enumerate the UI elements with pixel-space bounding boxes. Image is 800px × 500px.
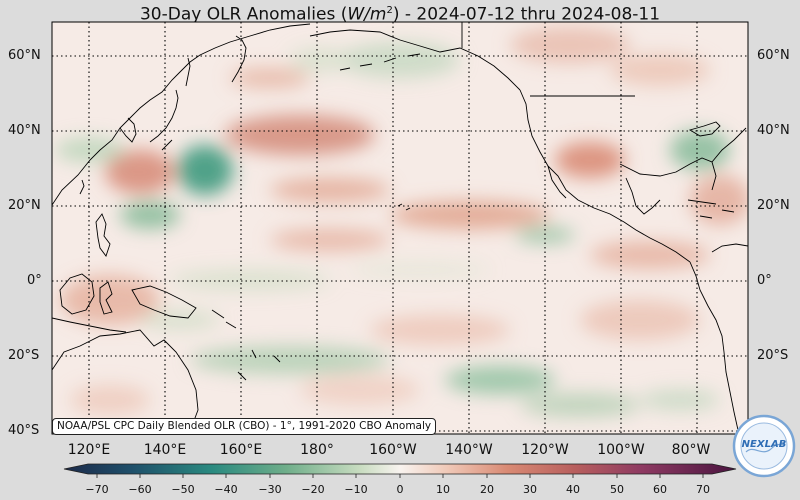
colorbar-label: −60 [128, 483, 152, 496]
colorbar-label: 20 [480, 483, 494, 496]
colorbar-label: −70 [85, 483, 109, 496]
lon-label-80w: 80°W [671, 442, 711, 458]
coastlines [52, 22, 748, 434]
lon-label-140w: 140°W [445, 442, 493, 458]
colorbar-label: 70 [696, 483, 710, 496]
lon-label-140e: 140°E [143, 442, 187, 458]
lat-label-right-40n: 40°N [757, 123, 790, 138]
logo-text: NEXLAB [742, 439, 787, 450]
lon-label-160w: 160°W [369, 442, 417, 458]
lat-label-20s: 20°S [8, 348, 40, 363]
colorbar-label: 0 [396, 483, 404, 496]
lat-label-60n: 60°N [8, 48, 41, 63]
lat-label-40n: 40°N [8, 123, 41, 138]
colorbar-label: −40 [214, 483, 238, 496]
data-source-credit: NOAA/PSL CPC Daily Blended OLR (CBO) - 1… [52, 418, 437, 435]
colorbar-label: 10 [436, 483, 450, 496]
lat-label-right-eq: 0° [757, 273, 772, 288]
colorbar-label: 40 [566, 483, 580, 496]
lon-label-120e: 120°E [67, 442, 111, 458]
colorbar-label: 60 [653, 483, 667, 496]
lon-label-180: 180° [300, 442, 334, 458]
colorbar-label: −50 [171, 483, 195, 496]
colorbar-label: −10 [344, 483, 368, 496]
colorbar-label: 30 [523, 483, 537, 496]
lon-label-120w: 120°W [521, 442, 569, 458]
colorbar-label: −20 [301, 483, 325, 496]
anomaly-blobs [55, 27, 748, 417]
anomaly-field [52, 22, 748, 434]
colorbar-label: 50 [610, 483, 624, 496]
colorbar-bar [63, 463, 737, 475]
lon-label-160e: 160°E [219, 442, 263, 458]
colorbar-ticks [96, 474, 704, 478]
lat-label-40s: 40°S [8, 423, 40, 438]
map-background [52, 22, 748, 434]
lat-label-right-20s: 20°S [757, 348, 789, 363]
lat-label-right-20n: 20°N [757, 198, 790, 213]
colorbar-label: −30 [258, 483, 282, 496]
lat-label-eq: 0° [27, 273, 42, 288]
colorbar [63, 463, 737, 478]
lat-label-right-60n: 60°N [757, 48, 790, 63]
lat-label-20n: 20°N [8, 198, 41, 213]
lon-label-100w: 100°W [597, 442, 645, 458]
map-title: 30-Day OLR Anomalies (W/m2) - 2024-07-12… [139, 4, 661, 25]
nexlab-logo: NEXLAB [732, 414, 796, 478]
